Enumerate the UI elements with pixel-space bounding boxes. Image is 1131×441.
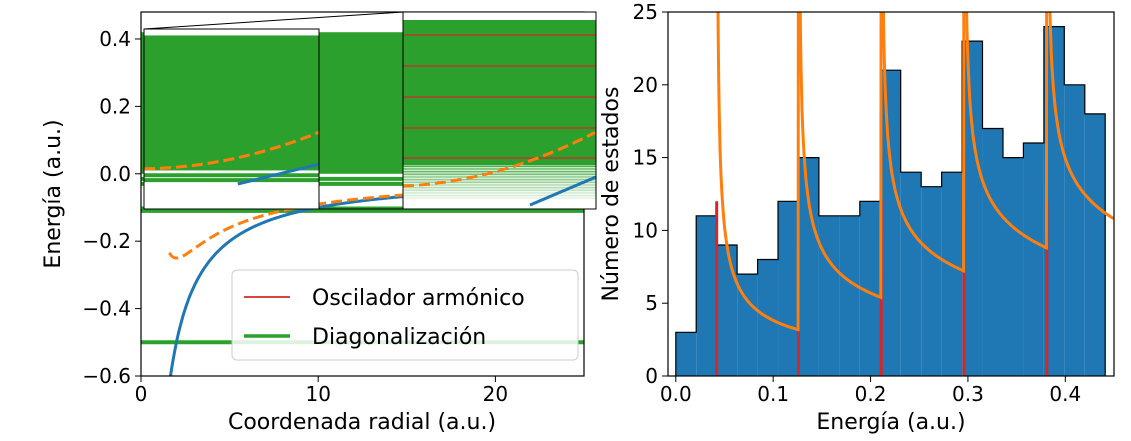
left-x-tick-label: 10 (305, 382, 330, 406)
inset-effective-curve (403, 131, 596, 188)
legend-box (231, 269, 579, 361)
right-plot-area (675, 12, 1114, 376)
histogram-bar (1043, 26, 1065, 376)
histogram-bar (737, 274, 758, 376)
inset-source-band (144, 35, 319, 171)
left-axis-ticks: 0 10 20 0.4 0.2 0.0 −0.2 −0.4 −0.6 (82, 27, 508, 406)
right-axis-ticks: 0.0 0.1 0.2 0.3 0.4 0 5 10 15 20 25 (633, 0, 1082, 406)
histogram-bar (1002, 157, 1024, 376)
left-y-tick-label: 0.4 (99, 27, 131, 51)
inset-plot-area (403, 12, 596, 209)
histogram-bar (982, 128, 1003, 376)
histogram-bar (818, 215, 840, 376)
density-of-states-curve (1048, 12, 1114, 220)
inset-frame (402, 11, 597, 210)
histogram-bar (859, 201, 881, 376)
right-y-tick-label: 0 (645, 364, 658, 388)
left-y-tick-label: −0.6 (82, 364, 131, 388)
inset-source-effective-curve (144, 130, 319, 171)
right-y-tick-label: 25 (633, 0, 658, 24)
left-y-tick-label: −0.4 (82, 297, 131, 321)
left-legend: Oscilador armónico Diagonalización (231, 269, 579, 361)
density-of-states-curve (798, 12, 883, 300)
inset-connector-top (143, 11, 404, 30)
inset-source-region (144, 29, 319, 209)
right-x-tick-label: 0.4 (1049, 382, 1081, 406)
right-y-tick-label: 20 (633, 73, 658, 97)
right-y-tick-label: 15 (633, 146, 658, 170)
left-x-tick-label: 0 (135, 382, 148, 406)
right-y-tick-label: 10 (633, 218, 658, 242)
density-of-states-curve (965, 12, 1049, 251)
histogram-bar (716, 244, 738, 376)
left-y-axis-label: Energía (a.u.) (41, 119, 66, 268)
left-x-tick-label: 20 (483, 382, 508, 406)
right-chart: 0.0 0.1 0.2 0.3 0.4 0 5 10 15 20 25 Energía (a.u.)… (599, 0, 1115, 435)
right-y-tick-label: 5 (645, 291, 658, 315)
histogram-bar (839, 215, 860, 376)
histogram-bar (798, 157, 819, 376)
histogram-bar (900, 172, 922, 376)
histogram-bar (1084, 113, 1106, 376)
inset-source-frame (143, 28, 320, 210)
histogram-outline (675, 26, 1106, 376)
right-plot-frame (667, 11, 1115, 377)
histogram-bar (1023, 143, 1044, 376)
density-of-states-curve (716, 12, 800, 332)
inset-potential-curve (529, 175, 596, 207)
histogram-bar (880, 70, 901, 376)
histogram-bar (696, 215, 717, 376)
histogram-bar (1064, 84, 1085, 376)
right-x-tick-label: 0.3 (952, 382, 984, 406)
legend-label-diagonalization: Diagonalización (312, 325, 486, 350)
right-x-tick-label: 0.0 (660, 382, 692, 406)
density-of-states-curve (881, 12, 966, 274)
right-y-axis-label: Número de estados (599, 87, 624, 302)
histogram-bar (921, 186, 942, 376)
histogram-bar (675, 332, 697, 376)
left-y-tick-label: −0.2 (82, 229, 131, 253)
legend-label-harmonic: Oscilador armónico (312, 286, 525, 311)
histogram-bar (941, 172, 963, 376)
right-x-tick-label: 0.2 (855, 382, 887, 406)
inset-band (403, 20, 596, 165)
histogram-bar (778, 201, 799, 376)
left-y-tick-label: 0.0 (99, 162, 131, 186)
inset-source-potential-curve (237, 162, 319, 186)
histogram-bar (962, 41, 983, 376)
right-x-axis-label: Energía (a.u.) (816, 410, 965, 435)
inset-zoom (143, 11, 597, 210)
right-x-tick-label: 0.1 (757, 382, 789, 406)
left-y-tick-label: 0.2 (99, 94, 131, 118)
left-x-axis-label: Coordenada radial (a.u.) (228, 410, 496, 435)
